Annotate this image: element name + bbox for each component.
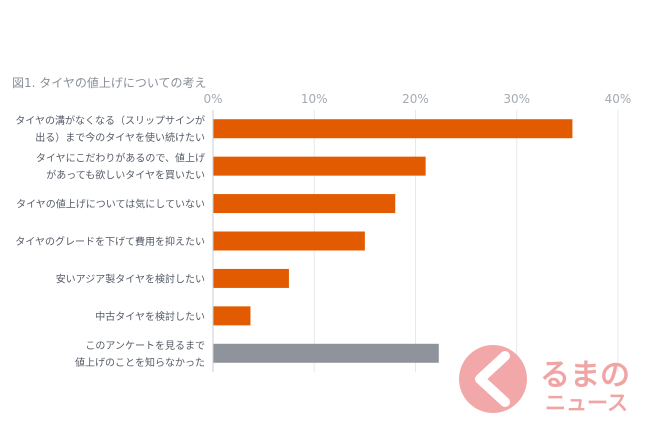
- bar: [213, 194, 396, 214]
- bar: [213, 343, 439, 363]
- logo-circle: [459, 345, 527, 413]
- bar: [213, 231, 365, 251]
- logo-line2: ニュース: [545, 391, 628, 415]
- x-tick-label: 20%: [402, 92, 429, 106]
- category-label: タイヤの溝がなくなる（スリップサインが: [15, 114, 205, 127]
- category-label: 中古タイヤを検討したい: [95, 310, 205, 323]
- chart-title: 図1. タイヤの値上げについての考え: [12, 75, 207, 90]
- category-label: があっても欲しいタイヤを買いたい: [46, 169, 205, 182]
- category-labels: タイヤの溝がなくなる（スリップサインが出る）まで今のタイヤを使い続けたいタイヤに…: [15, 114, 205, 369]
- logo-chevron-icon: [475, 351, 510, 407]
- bar: [213, 119, 573, 139]
- category-label: このアンケートを見るまで: [85, 340, 205, 352]
- bar: [213, 156, 426, 176]
- bar: [213, 268, 289, 288]
- kuruma-news-logo: るまの ニュース: [459, 345, 630, 415]
- logo-line1: るまの: [540, 358, 630, 393]
- x-tick-label: 40%: [605, 92, 632, 106]
- category-label: タイヤのグレードを下げて費用を抑えたい: [15, 235, 205, 248]
- x-tick-label: 30%: [503, 92, 530, 106]
- bar: [213, 306, 251, 326]
- x-axis-ticks: 0% 10% 20% 30% 40%: [203, 92, 631, 106]
- category-label: 値上げのことを知らなかった: [75, 356, 205, 369]
- bars: [213, 119, 573, 363]
- category-label: タイヤにこだわりがあるので、値上げ: [36, 152, 205, 165]
- x-tick-label: 10%: [301, 92, 328, 106]
- x-tick-label: 0%: [203, 92, 222, 106]
- category-label: タイヤの値上げについては気にしていない: [16, 198, 205, 211]
- category-label: 出る）まで今のタイヤを使い続けたい: [35, 131, 205, 144]
- category-label: 安いアジア製タイヤを検討したい: [56, 272, 205, 285]
